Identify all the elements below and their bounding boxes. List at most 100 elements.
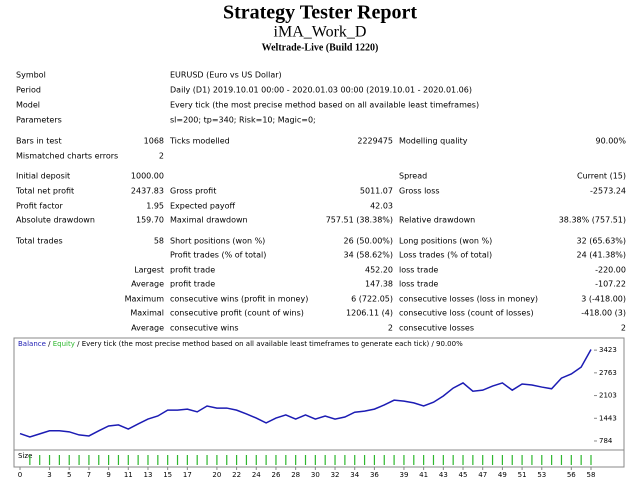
size-bar [452,455,454,465]
x-tick-label: 20 [212,471,221,479]
size-bar [304,455,307,465]
x-tick-label: 30 [311,471,320,479]
x-tick-label: 13 [144,471,153,479]
cell-value: 1206.11 (4) [346,309,393,318]
cell-label: Ticks modelled [169,137,230,146]
x-tick-label: 5 [67,471,71,479]
x-tick-label: 24 [252,471,261,479]
size-bar [462,455,464,465]
size-bar [373,455,376,465]
cell-value: Maximum [125,295,165,304]
cell-label: Modelling quality [399,137,468,146]
size-bar [551,455,553,465]
chart-legend: Balance / Equity / Every tick (the most … [18,340,463,348]
size-bar [482,455,484,465]
cell-value: 757.51 (38.38%) [326,216,393,225]
size-bar [531,455,533,465]
size-bar [196,455,198,465]
cell-value: Current (15) [577,172,626,181]
cell-label: consecutive losses [399,324,474,333]
cell-label: Symbol [16,71,46,80]
cell-value: 26 (50.00%) [344,237,393,246]
size-bar [472,455,474,465]
y-tick-label: 2763 [599,369,617,377]
sep: / [46,340,53,348]
size-bar [39,455,41,465]
size-bar [423,455,425,465]
x-tick-label: 53 [537,471,546,479]
size-bar [560,455,563,465]
cell-label: Loss trades (% of total) [399,251,492,260]
size-bar [285,455,287,465]
cell-value: 42.03 [370,202,393,211]
cell-label: Absolute drawdown [16,216,95,225]
size-bar [235,455,238,465]
cell-label: consecutive wins [170,324,238,333]
size-bar [127,455,129,465]
y-tick-label: 1443 [599,414,617,422]
sep: / [75,340,82,348]
cell-value: 2 [621,324,626,333]
x-tick-label: 49 [498,471,507,479]
cell-value: -107.22 [595,280,626,289]
size-bar [511,455,513,465]
cell-label: Model [16,101,40,110]
y-tick-label: 3423 [599,346,617,354]
cell-label: Profit trades (% of total) [170,251,266,260]
size-bar [590,455,592,465]
cell-label: loss trade [399,266,438,275]
size-bar [226,455,228,465]
x-tick-label: 56 [567,471,576,479]
x-tick-label: 47 [478,471,487,479]
size-bar [442,455,444,465]
cell-value: sl=200; tp=340; Risk=10; Magic=0; [170,116,316,125]
size-bar [501,455,503,465]
cell-label: Profit factor [16,202,64,211]
size-bar [108,455,110,465]
cell-value: 90.00% [595,137,626,146]
x-tick-label: 32 [331,471,340,479]
cell-label: loss trade [399,280,438,289]
cell-value: 58 [154,237,164,246]
y-tick-label: 784 [599,437,613,445]
cell-value: 1000.00 [131,172,164,181]
cell-label: Long positions (won %) [399,237,492,246]
size-label: Size [18,452,32,460]
cell-label: Gross profit [170,187,216,196]
cell-value: 6 (722.05) [351,295,393,304]
size-bar [167,455,169,465]
cell-value: 38.38% (757.51) [559,216,626,225]
cell-value: 159.70 [136,216,164,225]
cell-value: -418.00 (3) [581,309,626,318]
cell-label: profit trade [170,280,215,289]
expert-name: iMA_Work_D [274,24,367,41]
cell-value: 452.20 [365,266,393,275]
x-tick-label: 43 [439,471,448,479]
sep: / [429,340,436,348]
cell-label: Relative drawdown [399,216,475,225]
cell-value: Average [131,280,164,289]
cell-value: Every tick (the most precise method base… [170,101,479,110]
size-bar [275,455,277,465]
cell-value: Largest [134,266,164,275]
x-tick-label: 17 [183,471,192,479]
size-bar [521,455,523,465]
size-bar [58,455,60,465]
size-bar [363,455,366,465]
cell-label: profit trade [170,266,215,275]
size-bar [314,455,316,465]
cell-label: consecutive profit (count of wins) [170,309,304,318]
cell-value: 3 (-418.00) [581,295,626,304]
size-bar [432,455,435,465]
size-bar [88,455,90,465]
size-bar [383,455,385,465]
size-bar [295,455,297,465]
title: Strategy Tester Report [223,2,417,24]
cell-value: 24 (41.38%) [577,251,626,260]
size-bar [147,455,149,465]
size-bar [354,455,356,465]
size-bar [68,455,70,465]
x-tick-label: 28 [291,471,300,479]
cell-label: consecutive loss (count of losses) [399,309,534,318]
cell-value: 34 (58.62%) [344,251,393,260]
